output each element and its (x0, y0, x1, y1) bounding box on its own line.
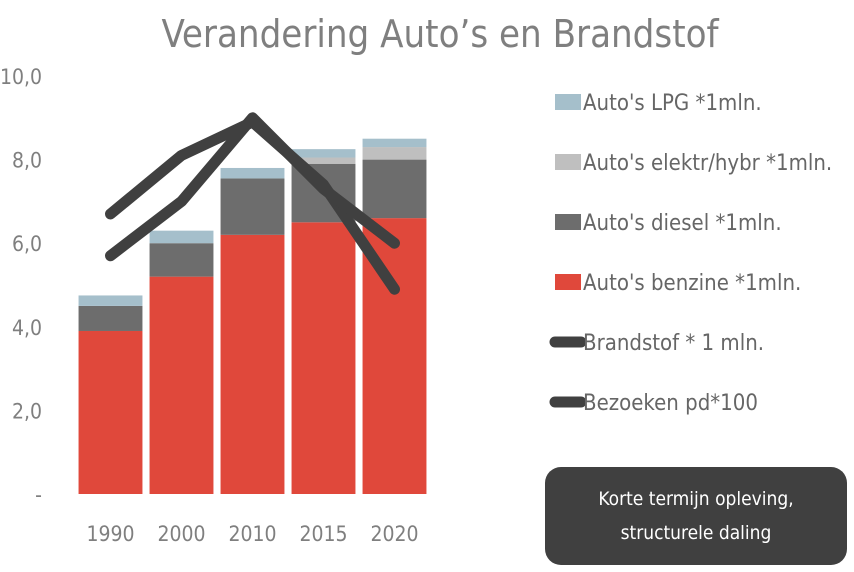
bar-segment (291, 157, 356, 164)
bar-segment (78, 305, 143, 331)
annotation-line-2: structurele daling (620, 522, 772, 544)
y-tick-label: 4,0 (12, 316, 42, 340)
bar-segment (220, 234, 285, 494)
legend-label: Auto's LPG *1mln. (583, 91, 762, 116)
bar-segment (362, 159, 427, 219)
bar-segment (149, 276, 214, 494)
y-axis: - 2,0 4,0 6,0 8,0 10,0 (0, 65, 42, 507)
y-tick-label: 10,0 (0, 65, 42, 89)
legend-swatch (555, 94, 581, 110)
bar-segment (220, 167, 285, 179)
bars (78, 138, 427, 495)
legend-label: Auto's diesel *1mln. (583, 211, 782, 236)
legend-label: Brandstof * 1 mln. (583, 331, 764, 356)
legend: Auto's LPG *1mln. Auto's elektr/hybr *1ml… (549, 91, 832, 416)
legend-label: Auto's benzine *1mln. (583, 271, 801, 296)
legend-swatch (555, 154, 581, 170)
legend-label: Bezoeken pd*100 (583, 391, 758, 416)
legend-label: Auto's elektr/hybr *1mln. (583, 151, 832, 176)
y-tick-label: 8,0 (12, 149, 42, 173)
bar-segment (78, 330, 143, 494)
y-tick-label: 2,0 (12, 399, 42, 423)
bar-segment (291, 149, 356, 158)
bar-segment (149, 230, 214, 244)
series-line (105, 112, 400, 262)
x-tick-label: 2020 (370, 522, 418, 546)
bar-segment (362, 138, 427, 148)
bar-segment (149, 243, 214, 277)
chart-title: Verandering Auto’s en Brandstof (161, 12, 719, 56)
lines (105, 112, 400, 295)
bar-segment (291, 222, 356, 495)
x-tick-label: 2015 (299, 522, 347, 546)
annotation-box: Korte termijn opleving, structurele dali… (545, 467, 847, 565)
y-tick-label: 6,0 (12, 232, 42, 256)
x-tick-label: 1990 (86, 522, 134, 546)
annotation-line-1: Korte termijn opleving, (598, 488, 794, 510)
bar-segment (220, 178, 285, 235)
legend-swatch (555, 214, 581, 230)
x-tick-label: 2000 (157, 522, 205, 546)
x-tick-label: 2010 (228, 522, 276, 546)
bar-segment (78, 295, 143, 306)
legend-swatch (555, 274, 581, 290)
x-axis: 1990 2000 2010 2015 2020 (86, 522, 418, 546)
bar-segment (362, 147, 427, 160)
y-tick-label: - (35, 483, 42, 507)
